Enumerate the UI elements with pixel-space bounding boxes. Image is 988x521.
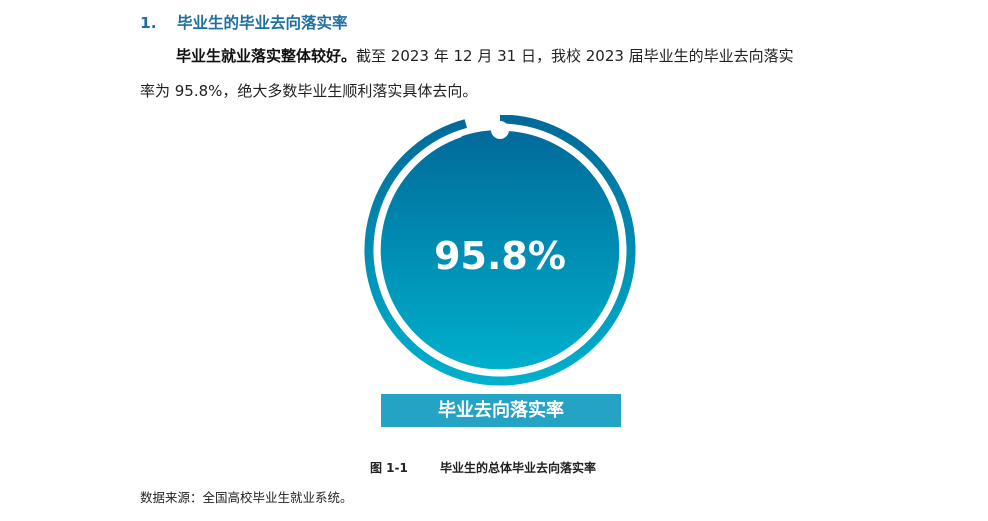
figure-title: 毕业生的总体毕业去向落实率 xyxy=(440,461,597,475)
section-heading: 1. 毕业生的毕业去向落实率 xyxy=(140,11,348,33)
gauge-category-label: 毕业去向落实率 xyxy=(381,394,621,427)
gauge-fill xyxy=(380,130,620,370)
paragraph-text: 截至 2023 年 12 月 31 日，我校 2023 届毕业生的毕业去向落实 xyxy=(356,47,794,65)
figure-number: 图 1-1 xyxy=(370,461,408,475)
section-title: 毕业生的毕业去向落实率 xyxy=(177,14,348,32)
gauge-indicator-dot xyxy=(491,121,509,139)
gauge-progress-arc xyxy=(364,115,636,386)
figure-caption: 图 1-1 毕业生的总体毕业去向落实率 xyxy=(370,459,596,476)
data-source-note: 数据来源：全国高校毕业生就业系统。 xyxy=(140,490,353,505)
paragraph-line-1: 毕业生就业落实整体较好。截至 2023 年 12 月 31 日，我校 2023 … xyxy=(176,45,794,66)
section-number: 1. xyxy=(140,14,157,32)
paragraph-lead: 毕业生就业落实整体较好。 xyxy=(176,47,357,65)
gauge-chart: 95.8% xyxy=(364,115,636,386)
gauge-value-label: 95.8% xyxy=(434,234,566,278)
gauge-inner-ring xyxy=(377,127,623,373)
paragraph-line-2: 率为 95.8%，绝大多数毕业生顺利落实具体去向。 xyxy=(140,82,478,100)
